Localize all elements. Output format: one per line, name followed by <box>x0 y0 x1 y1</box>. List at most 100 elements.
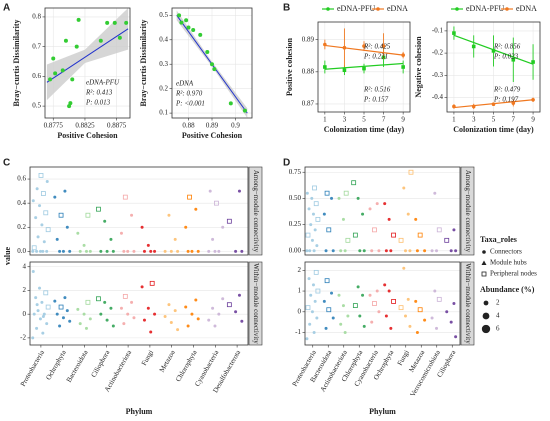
point <box>436 227 442 233</box>
point <box>212 67 217 72</box>
point <box>186 324 190 328</box>
x-axis-label: Positive Cohesion <box>57 131 118 140</box>
point <box>375 289 379 293</box>
point <box>337 293 341 297</box>
point <box>343 190 349 196</box>
y-tick-label: 1 <box>298 287 302 295</box>
y-tick-label: 0.8 <box>32 13 41 21</box>
point <box>323 42 327 47</box>
point <box>414 217 418 221</box>
point <box>149 280 155 286</box>
point <box>531 97 535 102</box>
point <box>186 25 191 30</box>
point <box>65 225 69 229</box>
point <box>176 249 180 253</box>
point <box>377 310 381 314</box>
plot-frame <box>304 166 461 256</box>
point <box>406 212 410 216</box>
point <box>308 322 312 326</box>
point <box>415 331 419 335</box>
y-axis-label: value <box>3 246 12 265</box>
point <box>38 173 44 178</box>
point <box>98 38 103 43</box>
point <box>177 13 182 18</box>
point <box>449 320 453 324</box>
point <box>82 312 86 316</box>
point <box>342 45 347 50</box>
point <box>58 304 64 310</box>
point <box>313 201 319 207</box>
legend-marker <box>505 7 509 11</box>
y-tick-label: 0 <box>298 307 302 315</box>
x-tick-label: 9 <box>531 116 535 124</box>
point <box>146 243 150 247</box>
x-tick-label: 1 <box>452 116 456 124</box>
point <box>31 336 35 340</box>
point <box>352 232 358 238</box>
y-tick-label: 0.2 <box>159 84 168 92</box>
legend-label: 6 <box>496 325 500 333</box>
point <box>305 337 309 341</box>
point <box>194 298 198 302</box>
point <box>346 314 350 318</box>
point <box>308 249 312 253</box>
point <box>61 316 65 320</box>
point <box>68 319 72 323</box>
point <box>352 303 358 308</box>
point <box>184 18 189 23</box>
point <box>85 212 91 218</box>
x-axis-label: Phylum <box>369 407 396 416</box>
y-tick-label: 0 <box>23 310 27 318</box>
point <box>42 240 46 244</box>
point <box>208 189 212 193</box>
point <box>433 289 437 293</box>
point <box>311 283 315 287</box>
point <box>196 317 200 321</box>
plot-frame <box>44 7 131 119</box>
y-tick-label: 0.3 <box>159 60 168 68</box>
point <box>452 302 456 305</box>
point <box>126 312 130 316</box>
point <box>210 62 214 67</box>
legend-label: eDNA <box>387 4 408 13</box>
point <box>198 32 203 37</box>
point <box>82 243 86 247</box>
x-tick-label: 5 <box>362 116 366 124</box>
y-tick-label: 0.1 <box>159 109 168 117</box>
point <box>61 249 65 253</box>
point <box>401 53 405 57</box>
point <box>402 186 406 190</box>
facet-strip <box>460 166 475 256</box>
y-tick-label: 0.2 <box>17 223 26 231</box>
point <box>324 278 330 284</box>
facet-label: Within−module connectivity <box>464 263 472 344</box>
point <box>330 291 334 295</box>
point <box>190 249 194 253</box>
point <box>361 212 365 216</box>
point <box>234 310 238 314</box>
point <box>140 285 144 289</box>
point <box>471 44 476 49</box>
point <box>406 297 410 301</box>
facet-label: Among−module connectivity <box>252 170 260 253</box>
point <box>196 249 200 253</box>
point <box>414 299 418 303</box>
point <box>119 306 123 310</box>
point <box>310 310 314 314</box>
point <box>213 249 217 253</box>
point <box>184 225 188 229</box>
point <box>40 223 44 227</box>
legend-marker <box>455 7 459 11</box>
point <box>149 330 153 334</box>
x-tick-label: 0.9 <box>231 122 240 130</box>
x-tick-label: Fungi <box>140 349 155 367</box>
point <box>53 299 57 303</box>
y-tick-label: 0.75 <box>289 168 302 176</box>
point <box>153 312 157 316</box>
legend-marker <box>326 7 330 11</box>
point <box>377 249 381 253</box>
y-tick-label: 0.5 <box>32 102 41 110</box>
point <box>45 179 49 183</box>
point <box>111 249 115 253</box>
x-tick-label: 5 <box>492 116 496 124</box>
